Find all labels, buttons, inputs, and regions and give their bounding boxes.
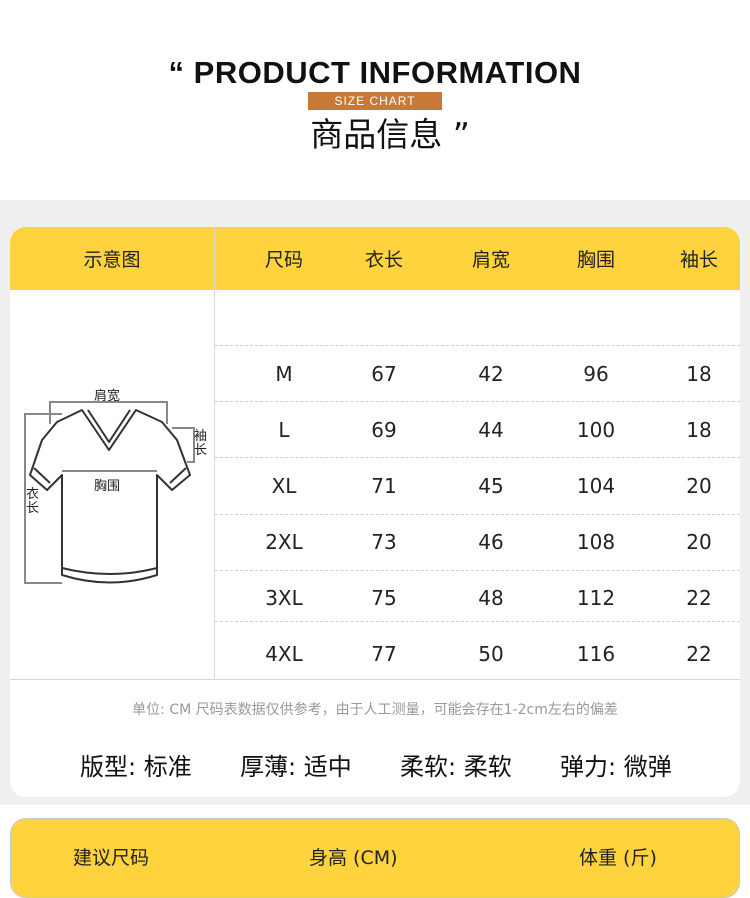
row-divider: [215, 457, 740, 458]
header-recommended-size: 建议尺码: [73, 847, 150, 869]
header-length: 衣长: [364, 249, 403, 271]
table-header: 示意图 尺码 衣长 肩宽 胸围 袖长: [10, 227, 740, 290]
label-shoulder: 肩宽: [94, 389, 121, 404]
row-divider: [215, 514, 740, 515]
table-cell: 69: [371, 418, 397, 442]
header-diagram: 示意图: [83, 249, 141, 271]
column-divider: [214, 227, 215, 680]
table-cell: 112: [576, 586, 616, 610]
table-cell: 18: [686, 418, 712, 442]
row-divider: [215, 401, 740, 402]
table-cell: 45: [478, 474, 504, 498]
table-cell: 104: [576, 474, 616, 498]
tshirt-outline-icon: [24, 401, 195, 584]
table-cell: 4XL: [265, 642, 303, 666]
header-shoulder: 肩宽: [471, 249, 510, 271]
table-cell: M: [275, 362, 293, 386]
table-cell: 96: [583, 362, 609, 386]
label-length: 衣长: [26, 487, 40, 516]
property-thickness: 厚薄: 适中: [240, 753, 352, 781]
table-cell: 75: [371, 586, 397, 610]
table-cell: 20: [686, 530, 712, 554]
header-weight: 体重 (斤): [579, 847, 657, 869]
divider: [10, 679, 740, 680]
table-cell: 48: [478, 586, 504, 610]
size-table-card: 示意图 尺码 衣长 肩宽 胸围 袖长 M 67 42 96 18 L 69 44 100 18 XL…: [10, 227, 740, 797]
title-english: “ PRODUCT INFORMATION: [168, 55, 582, 90]
table-cell: 73: [371, 530, 397, 554]
size-chart-tag: SIZE CHART: [308, 92, 442, 110]
table-cell: 108: [576, 530, 616, 554]
header-size: 尺码: [264, 249, 303, 271]
label-sleeve: 袖长: [194, 429, 208, 458]
table-cell: 100: [576, 418, 616, 442]
row-divider: [215, 345, 740, 346]
unit-note: 单位: CM 尺码表数据仅供参考，由于人工测量，可能会存在1-2cm左右的偏差: [132, 702, 618, 718]
title-chinese: 商品信息 ”: [310, 115, 470, 154]
table-cell: 46: [478, 530, 504, 554]
table-cell: 71: [371, 474, 397, 498]
table-cell: 44: [478, 418, 504, 442]
table-cell: XL: [271, 474, 297, 498]
property-fit: 版型: 标准: [80, 753, 192, 781]
property-softness: 柔软: 柔软: [400, 753, 512, 781]
tshirt-diagram: 肩宽 袖长 胸围 衣长: [12, 380, 212, 610]
table-cell: 22: [686, 586, 712, 610]
table-cell: 2XL: [265, 530, 303, 554]
table-cell: 42: [478, 362, 504, 386]
header-height: 身高 (CM): [309, 847, 398, 869]
table-cell: L: [278, 418, 290, 442]
label-chest: 胸围: [94, 479, 121, 494]
property-elasticity: 弹力: 微弹: [560, 753, 672, 781]
table-cell: 20: [686, 474, 712, 498]
table-cell: 116: [576, 642, 616, 666]
table-cell: 18: [686, 362, 712, 386]
table-cell: 50: [478, 642, 504, 666]
row-divider: [215, 570, 740, 571]
table-cell: 22: [686, 642, 712, 666]
header-sleeve: 袖长: [679, 249, 718, 271]
properties-row: 版型: 标准 厚薄: 适中 柔软: 柔软 弹力: 微弹: [10, 747, 740, 787]
header-chest: 胸围: [576, 249, 615, 271]
recommend-table-header: 建议尺码 身高 (CM) 体重 (斤): [10, 818, 740, 898]
table-cell: 77: [371, 642, 397, 666]
row-divider: [215, 621, 740, 622]
table-cell: 67: [371, 362, 397, 386]
table-cell: 3XL: [265, 586, 303, 610]
